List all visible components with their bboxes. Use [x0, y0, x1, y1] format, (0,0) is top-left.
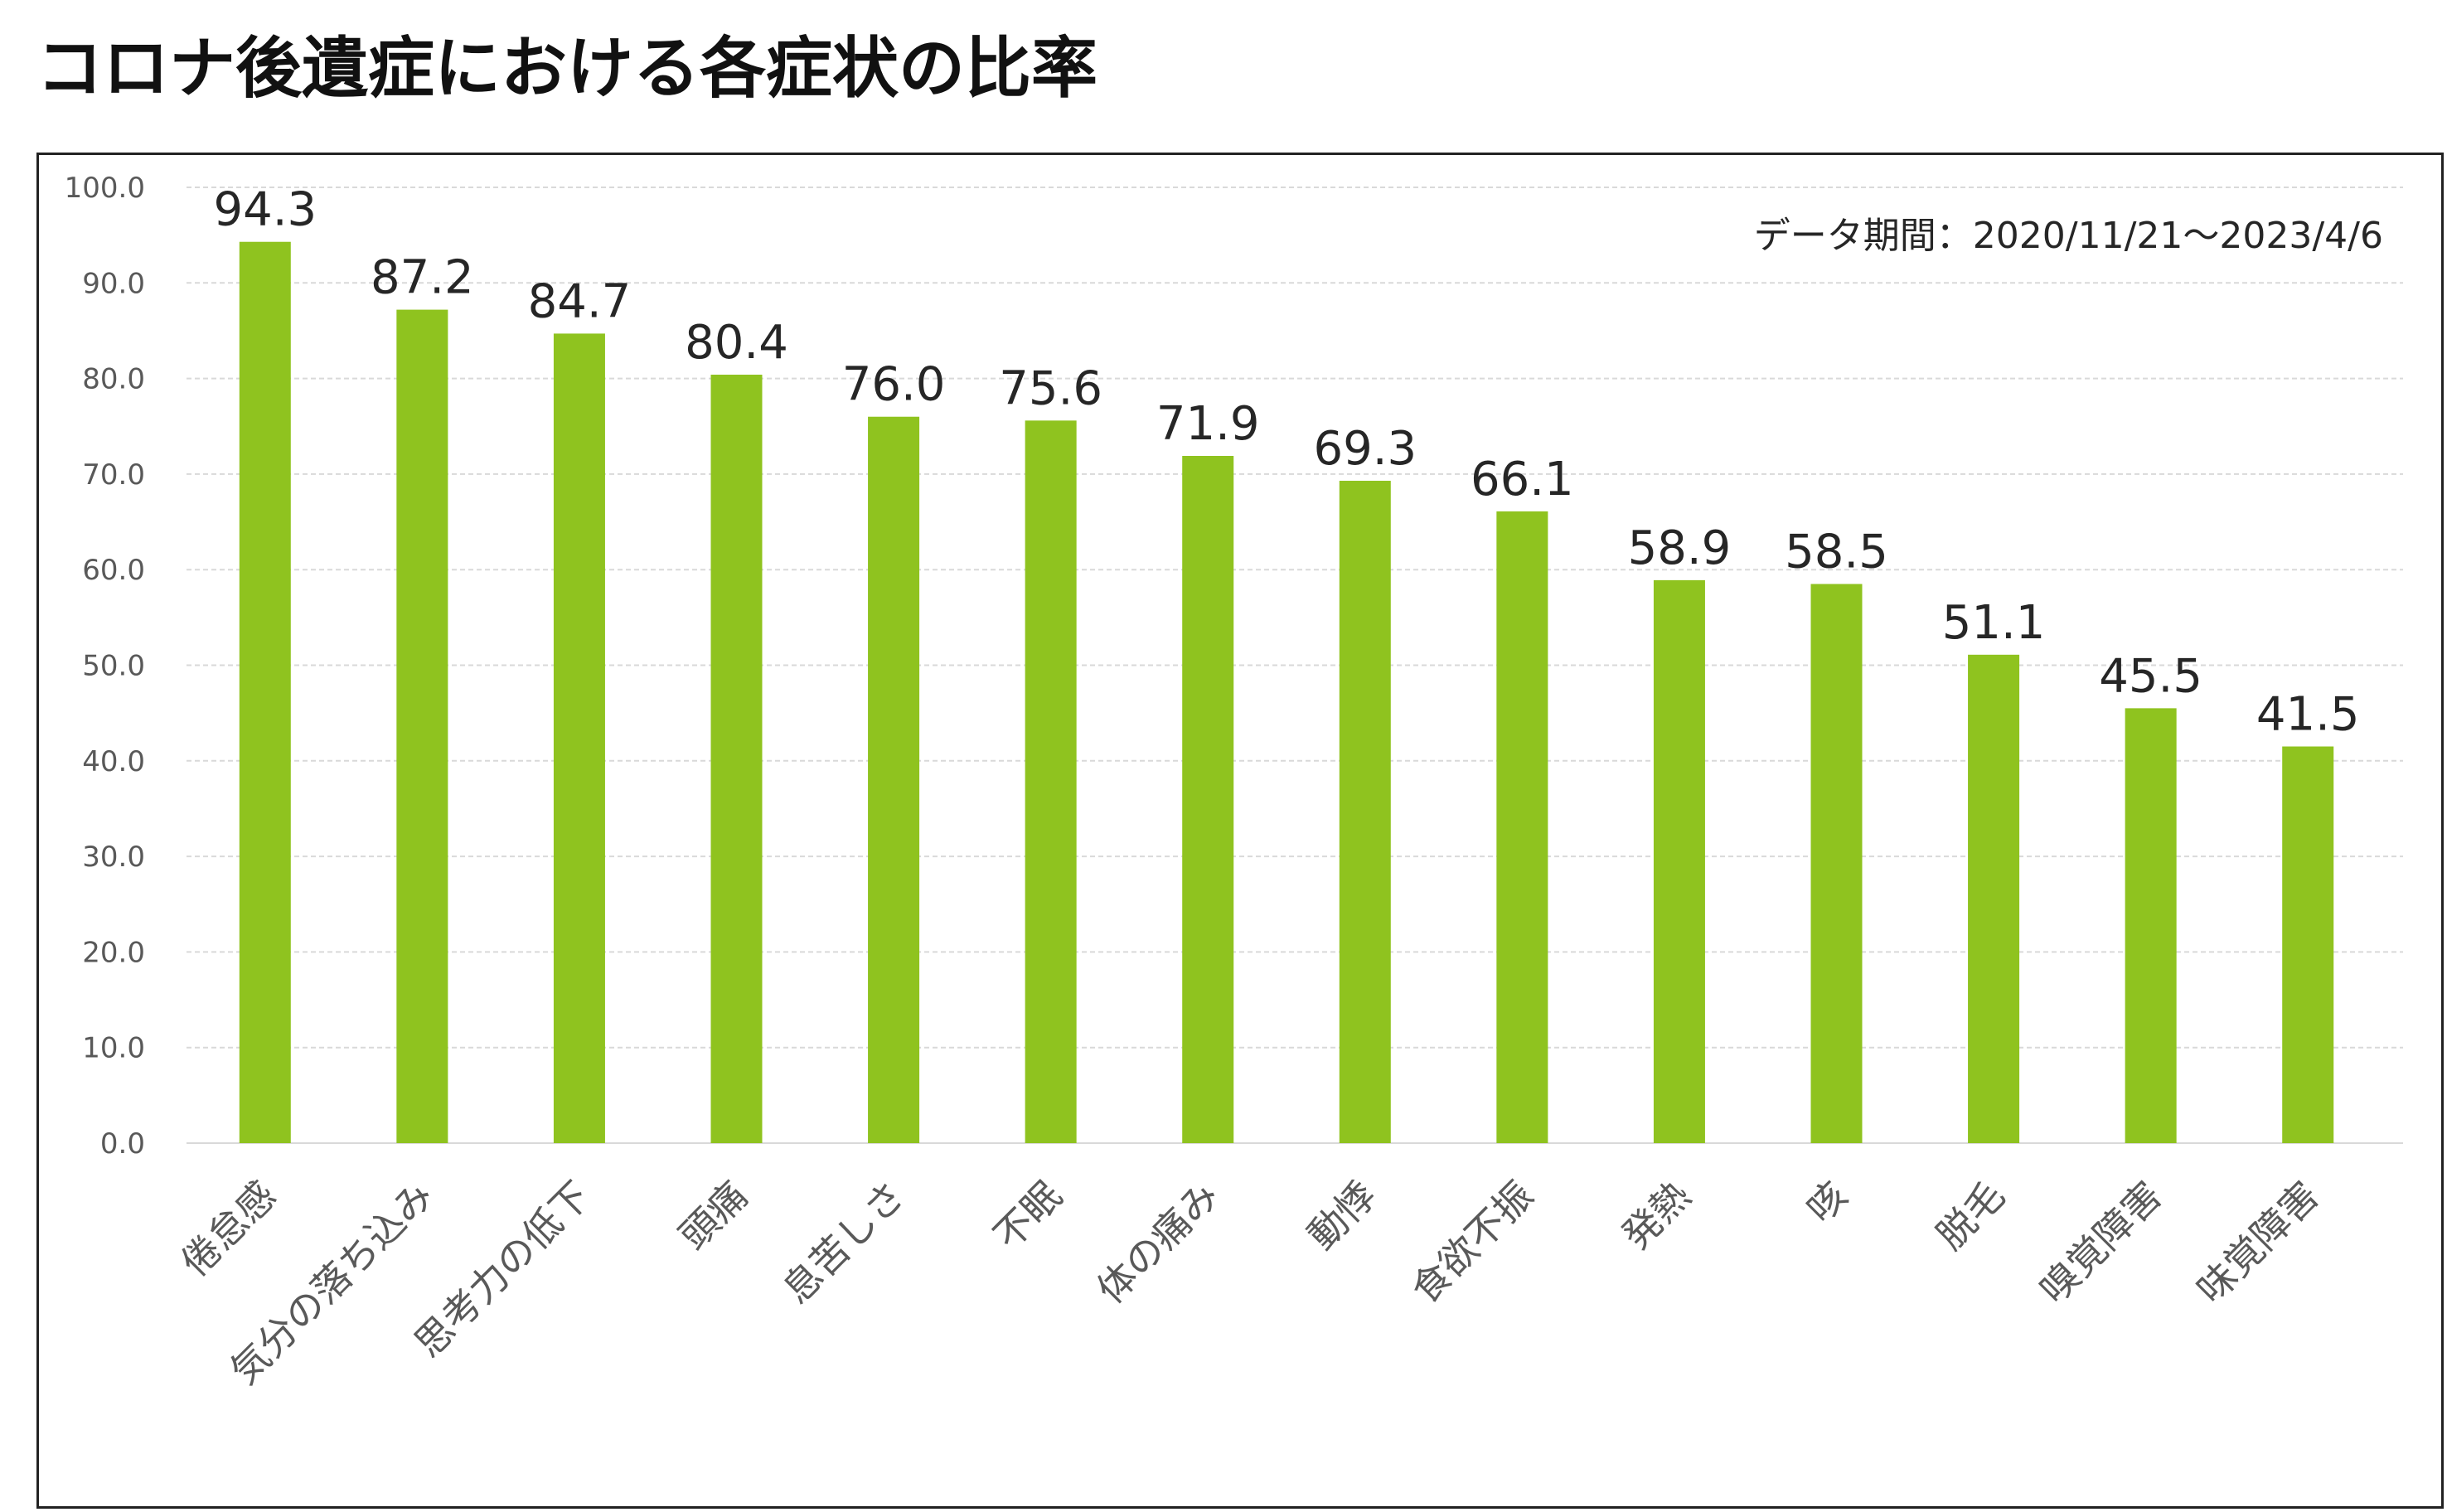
bar	[239, 241, 291, 1144]
bar	[2282, 746, 2334, 1143]
y-tick-label: 100.0	[65, 172, 145, 205]
bar	[396, 309, 448, 1143]
bar-chart: 0.0 10.0 20.0 30.0 40.0 50.0 60.0 70.0 80.0 90.0 1…	[65, 172, 2403, 1393]
y-tick-label: 0.0	[100, 1127, 145, 1161]
value-label: 58.9	[1628, 521, 1732, 575]
value-label: 71.9	[1156, 397, 1260, 451]
bar	[1182, 455, 1234, 1143]
category-label: 不眠	[985, 1173, 1070, 1258]
bar	[553, 333, 605, 1143]
value-label: 84.7	[528, 274, 632, 328]
value-label: 94.3	[213, 183, 317, 237]
category-label: 味覚障害	[2188, 1173, 2328, 1312]
bar	[868, 416, 920, 1144]
category-label: 動悸	[1299, 1173, 1384, 1258]
page-title: コロナ後遺症における各症状の比率	[36, 30, 1098, 107]
grid-lines	[187, 187, 2403, 1049]
y-axis-tick-labels: 0.0 10.0 20.0 30.0 40.0 50.0 60.0 70.0 80.0 90.0 1…	[65, 172, 145, 1161]
bar	[1653, 579, 1705, 1143]
y-tick-label: 70.0	[82, 458, 145, 492]
value-label: 69.3	[1313, 422, 1417, 476]
value-label: 87.2	[371, 251, 474, 305]
bars	[239, 241, 2334, 1144]
value-label: 76.0	[842, 358, 946, 412]
value-label: 66.1	[1471, 453, 1574, 506]
y-tick-label: 40.0	[82, 745, 145, 778]
category-label: 咳	[1798, 1173, 1857, 1232]
category-label: 体の痛み	[1088, 1173, 1228, 1312]
value-label: 51.1	[1942, 596, 2046, 650]
category-label: 脱毛	[1928, 1173, 2013, 1258]
bar	[1025, 420, 1077, 1143]
chart-frame: 0.0 10.0 20.0 30.0 40.0 50.0 60.0 70.0 80.0 90.0 1…	[36, 153, 2444, 1509]
y-tick-label: 90.0	[82, 267, 145, 300]
category-label: 発熱	[1613, 1173, 1698, 1258]
category-label: 嗅覚障害	[2031, 1173, 2170, 1312]
y-tick-label: 50.0	[82, 650, 145, 683]
category-labels: 倦怠感気分の落ち込み思考力の低下 頭痛 息苦しさ 不眠 体の痛み 動悸 食欲不振 発熱咳脱毛嗅…	[172, 1173, 2328, 1393]
bar	[1496, 511, 1548, 1143]
bar	[2125, 708, 2177, 1143]
y-tick-label: 80.0	[82, 363, 145, 396]
bar	[1339, 480, 1391, 1143]
bar	[710, 374, 763, 1143]
y-tick-label: 30.0	[82, 841, 145, 874]
value-labels: 94.3 87.2 84.7 80.4 76.0 75.6 71.9 69.3 66.1 58.9…	[213, 183, 2359, 742]
y-tick-label: 60.0	[82, 554, 145, 587]
category-label: 食欲不振	[1403, 1173, 1542, 1312]
data-period-annotation: データ期間：2020/11/21～2023/4/6	[1754, 215, 2383, 257]
category-label: 頭痛	[671, 1173, 756, 1258]
value-label: 58.5	[1785, 525, 1888, 579]
category-label: 倦怠感	[172, 1173, 285, 1286]
y-tick-label: 10.0	[82, 1032, 145, 1065]
value-label: 45.5	[2099, 649, 2202, 703]
bar	[1810, 584, 1863, 1143]
value-label: 41.5	[2256, 688, 2360, 742]
value-label: 80.4	[685, 316, 788, 370]
value-label: 75.6	[999, 361, 1102, 415]
category-label: 息苦しさ	[774, 1173, 913, 1312]
y-tick-label: 20.0	[82, 936, 145, 969]
bar	[1968, 654, 2020, 1143]
